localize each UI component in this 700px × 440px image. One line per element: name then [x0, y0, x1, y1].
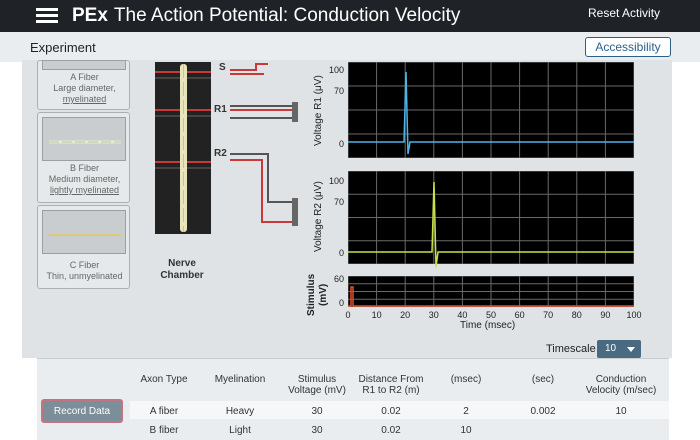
table-cell: 2	[463, 406, 469, 417]
table-cell: 0.02	[381, 425, 401, 436]
accessibility-button[interactable]: Accessibility	[585, 37, 671, 57]
fiber-c-label: C Fiber Thin, unmyelinated	[46, 260, 123, 281]
header-stimulus-voltage: Stimulus Voltage (mV)	[288, 374, 346, 396]
r2-axis-title: Voltage R2 (μV)	[313, 181, 324, 252]
table-cell: 30	[311, 425, 323, 436]
x-tick-label: 0	[345, 310, 351, 320]
r2-tick-70: 70	[333, 197, 344, 207]
table-cell: A fiber	[149, 406, 179, 417]
app-title: PEx The Action Potential: Conduction Velo…	[72, 5, 460, 27]
nerve-chamber-label: Nerve Chamber	[160, 258, 204, 281]
r2-tick-100: 100	[328, 176, 344, 186]
header-axon-type: Axon Type	[140, 374, 188, 385]
electrode-r2-label: R2	[214, 148, 227, 159]
app-header: PEx The Action Potential: Conduction Velo…	[0, 0, 700, 32]
electrode-cables	[230, 63, 298, 226]
table-cell: B fiber	[149, 425, 179, 436]
data-table	[37, 358, 669, 440]
x-tick-label: 20	[400, 310, 411, 320]
reset-activity-button[interactable]: Reset Activity	[588, 6, 661, 20]
nerve-chamber	[155, 62, 211, 234]
nerve-chamber-illustration	[155, 64, 211, 232]
tab-experiment[interactable]: Experiment	[30, 40, 96, 55]
x-tick-label: 80	[571, 310, 582, 320]
oscilloscope-grid	[348, 62, 634, 307]
r1-tick-100: 100	[328, 65, 344, 75]
x-tick-label: 30	[428, 310, 439, 320]
hamburger-menu-icon[interactable]	[36, 8, 58, 24]
fiber-c-image	[42, 210, 126, 254]
fiber-card-a[interactable]: A Fiber Large diameter, myelinated	[37, 60, 130, 110]
fiber-c-illustration	[49, 234, 121, 236]
table-cell: 30	[311, 406, 323, 417]
selected-row-highlight	[130, 401, 669, 419]
timescale-select[interactable]: 10	[597, 340, 641, 358]
table-cell: 10	[460, 425, 472, 436]
chevron-down-icon	[627, 347, 635, 352]
stim-tick-60: 60	[333, 274, 344, 284]
table-cell: 0.02	[381, 406, 401, 417]
x-tick-label: 40	[457, 310, 468, 320]
x-tick-label: 70	[543, 310, 554, 320]
x-axis-title: Time (msec)	[460, 320, 516, 331]
panel-separator	[348, 264, 634, 276]
r2-tick-0: 0	[338, 248, 344, 258]
x-tick-label: 100	[626, 310, 642, 320]
x-tick-label: 10	[371, 310, 382, 320]
page-title: The Action Potential: Conduction Velocit…	[113, 5, 461, 26]
header-conduction-velocity: Conduction Velocity (m/sec)	[585, 374, 657, 396]
stimulus-axis-title: Stimulus	[306, 273, 317, 316]
table-cell: 10	[615, 406, 627, 417]
header-sec: (sec)	[531, 374, 555, 385]
panel-separator	[348, 158, 634, 171]
fiber-a-label: A Fiber Large diameter, myelinated	[53, 72, 116, 104]
electrode-s-label: S	[219, 62, 226, 73]
r1-trace	[348, 71, 634, 155]
fiber-card-b[interactable]: B Fiber Medium diameter, lightly myelinate…	[37, 112, 130, 203]
fiber-card-c[interactable]: C Fiber Thin, unmyelinated	[37, 205, 130, 289]
fiber-b-image	[42, 117, 126, 161]
x-tick-label: 60	[514, 310, 525, 320]
sub-header: Experiment	[0, 32, 700, 62]
timescale-label: Timescale	[546, 343, 596, 355]
fiber-a-image	[42, 60, 126, 70]
table-cell: 0.002	[530, 406, 556, 417]
fiber-b-label: B Fiber Medium diameter, lightly myelinate…	[48, 163, 121, 195]
header-msec: (msec)	[450, 374, 482, 385]
table-cell: Heavy	[225, 406, 255, 417]
r1-tick-0: 0	[338, 139, 344, 149]
header-myelination: Myelination	[214, 374, 266, 385]
r1-tick-70: 70	[333, 86, 344, 96]
x-tick-label: 50	[485, 310, 496, 320]
oscilloscope-screen	[348, 62, 634, 307]
electrode-r1-label: R1	[214, 104, 227, 115]
record-data-button[interactable]: Record Data	[41, 399, 123, 423]
timescale-value: 10	[605, 343, 617, 354]
table-cell: Light	[229, 425, 251, 436]
r2-trace	[348, 181, 634, 268]
brand-label: PEx	[72, 5, 108, 26]
stimulus-trace	[348, 286, 634, 307]
fiber-b-illustration	[49, 140, 121, 144]
stim-tick-0: 0	[338, 298, 344, 308]
header-distance: Distance From R1 to R2 (m)	[358, 374, 424, 396]
x-tick-label: 90	[600, 310, 611, 320]
